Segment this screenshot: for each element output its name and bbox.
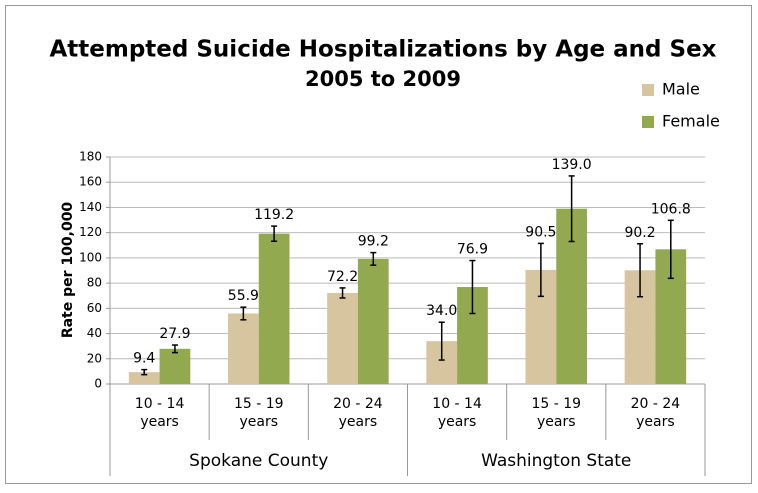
- data-label: 90.5: [525, 224, 556, 240]
- data-label: 72.2: [327, 269, 358, 285]
- legend-swatch: [642, 116, 654, 128]
- y-axis-label: Rate per 100,000: [60, 202, 76, 339]
- data-label: 106.8: [651, 201, 691, 217]
- chart-title: Attempted Suicide Hospitalizations by Ag…: [49, 37, 716, 63]
- data-label: 76.9: [457, 242, 488, 258]
- x-tick-label: years: [339, 414, 378, 430]
- data-label: 55.9: [228, 288, 259, 304]
- y-tick-label: 180: [79, 150, 102, 164]
- x-tick-label: 20 - 24: [631, 396, 681, 412]
- bar: [357, 258, 389, 384]
- group-label: Spokane County: [189, 451, 328, 471]
- data-label: 34.0: [426, 303, 457, 319]
- legend-label: Male: [662, 80, 700, 99]
- y-tick-label: 140: [79, 200, 102, 214]
- chart-border: [5, 5, 752, 484]
- y-tick-label: 0: [94, 377, 102, 391]
- legend-label: Female: [662, 112, 720, 131]
- y-tick-label: 100: [79, 250, 102, 264]
- x-tick-label: 10 - 14: [432, 396, 482, 412]
- y-tick-label: 160: [79, 175, 102, 189]
- x-tick-label: 15 - 19: [531, 396, 581, 412]
- x-tick-label: 10 - 14: [135, 396, 185, 412]
- x-tick-label: years: [438, 414, 477, 430]
- chart-subtitle: 2005 to 2009: [305, 67, 461, 91]
- y-tick-label: 40: [87, 326, 102, 340]
- data-label: 119.2: [254, 207, 294, 223]
- x-tick-label: years: [239, 414, 278, 430]
- x-tick-label: 15 - 19: [234, 396, 284, 412]
- x-tick-label: years: [140, 414, 179, 430]
- bar: [228, 313, 259, 384]
- data-label: 27.9: [159, 326, 190, 342]
- x-tick-label: 20 - 24: [333, 396, 383, 412]
- data-label: 9.4: [133, 351, 155, 367]
- y-tick-label: 80: [87, 276, 102, 290]
- bar: [258, 233, 290, 384]
- data-label: 99.2: [358, 234, 389, 250]
- bar: [327, 292, 358, 384]
- group-label: Washington State: [481, 451, 631, 471]
- data-label: 90.2: [624, 225, 655, 241]
- y-tick-label: 120: [79, 225, 102, 239]
- bar: [128, 372, 160, 384]
- bar: [159, 348, 191, 384]
- legend-swatch: [642, 84, 654, 96]
- x-tick-label: years: [636, 414, 675, 430]
- x-tick-label: years: [537, 414, 576, 430]
- data-label: 139.0: [552, 157, 592, 173]
- y-tick-label: 60: [87, 301, 102, 315]
- y-tick-label: 20: [87, 351, 102, 365]
